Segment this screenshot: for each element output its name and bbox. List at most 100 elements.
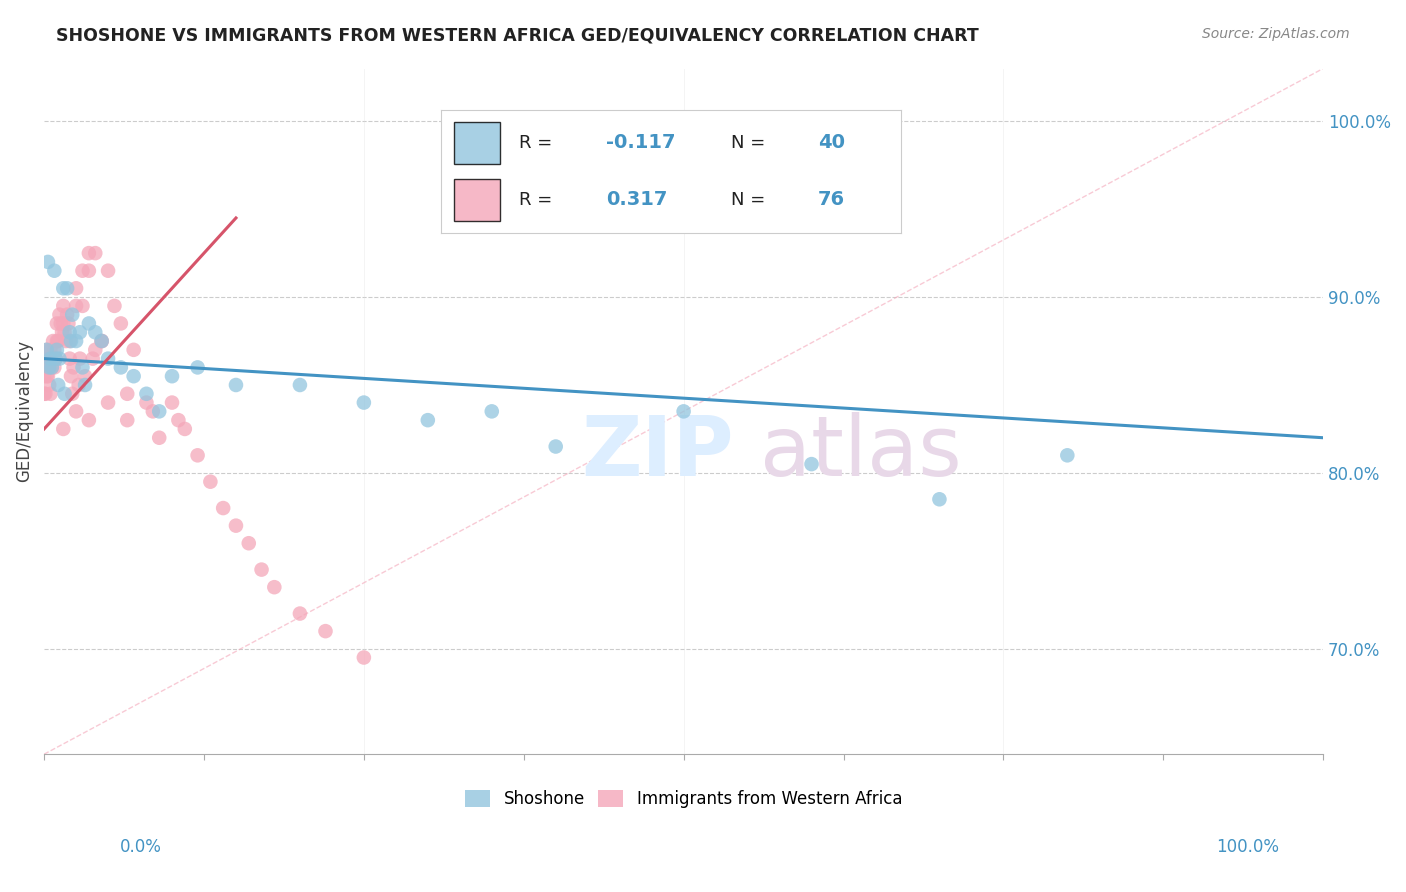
Immigrants from Western Africa xyxy=(51,325,73,339)
Immigrants from Western Africa xyxy=(315,624,337,639)
Shoshone xyxy=(90,334,112,348)
Immigrants from Western Africa xyxy=(122,343,145,357)
Immigrants from Western Africa xyxy=(56,308,79,322)
Immigrants from Western Africa xyxy=(45,317,67,331)
Immigrants from Western Africa xyxy=(39,343,62,357)
Immigrants from Western Africa xyxy=(45,334,67,348)
Shoshone xyxy=(481,404,503,418)
Immigrants from Western Africa xyxy=(59,351,82,366)
Shoshone xyxy=(45,351,67,366)
Immigrants from Western Africa xyxy=(34,386,56,401)
Shoshone xyxy=(35,343,58,357)
Text: ZIP: ZIP xyxy=(581,412,734,493)
Shoshone xyxy=(59,334,82,348)
Text: atlas: atlas xyxy=(761,412,962,493)
Immigrants from Western Africa xyxy=(39,351,62,366)
Immigrants from Western Africa xyxy=(32,369,55,384)
Immigrants from Western Africa xyxy=(44,360,66,375)
Shoshone xyxy=(160,369,183,384)
Shoshone xyxy=(44,263,66,277)
Immigrants from Western Africa xyxy=(48,308,70,322)
Immigrants from Western Africa xyxy=(238,536,260,550)
Immigrants from Western Africa xyxy=(250,563,273,577)
Shoshone xyxy=(60,308,83,322)
Immigrants from Western Africa xyxy=(84,343,107,357)
Shoshone xyxy=(288,378,311,392)
Immigrants from Western Africa xyxy=(225,518,247,533)
Immigrants from Western Africa xyxy=(59,334,82,348)
Shoshone xyxy=(53,386,76,401)
Shoshone xyxy=(65,334,87,348)
Shoshone xyxy=(800,457,823,471)
Immigrants from Western Africa xyxy=(67,378,90,392)
Shoshone xyxy=(39,351,62,366)
Immigrants from Western Africa xyxy=(263,580,285,594)
Shoshone xyxy=(73,378,96,392)
Immigrants from Western Africa xyxy=(117,413,139,427)
Immigrants from Western Africa xyxy=(73,369,96,384)
Immigrants from Western Africa xyxy=(37,351,59,366)
Immigrants from Western Africa xyxy=(52,317,75,331)
Immigrants from Western Africa xyxy=(42,334,65,348)
Immigrants from Western Africa xyxy=(62,360,84,375)
Shoshone xyxy=(48,351,70,366)
Shoshone xyxy=(928,492,950,507)
Shoshone xyxy=(122,369,145,384)
Immigrants from Western Africa xyxy=(173,422,195,436)
Shoshone xyxy=(416,413,439,427)
Shoshone xyxy=(1056,448,1078,462)
Immigrants from Western Africa xyxy=(97,263,120,277)
Immigrants from Western Africa xyxy=(32,386,55,401)
Immigrants from Western Africa xyxy=(38,378,60,392)
Y-axis label: GED/Equivalency: GED/Equivalency xyxy=(15,341,32,483)
Shoshone xyxy=(84,325,107,339)
Shoshone xyxy=(148,404,170,418)
Immigrants from Western Africa xyxy=(34,360,56,375)
Shoshone xyxy=(353,395,375,409)
Immigrants from Western Africa xyxy=(77,246,100,260)
Immigrants from Western Africa xyxy=(46,334,69,348)
Immigrants from Western Africa xyxy=(77,263,100,277)
Shoshone xyxy=(38,360,60,375)
Legend: Shoshone, Immigrants from Western Africa: Shoshone, Immigrants from Western Africa xyxy=(458,783,908,814)
Immigrants from Western Africa xyxy=(97,395,120,409)
Shoshone xyxy=(110,360,132,375)
Shoshone xyxy=(56,281,79,295)
Text: Source: ZipAtlas.com: Source: ZipAtlas.com xyxy=(1202,27,1350,41)
Immigrants from Western Africa xyxy=(90,334,112,348)
Immigrants from Western Africa xyxy=(90,334,112,348)
Shoshone xyxy=(52,281,75,295)
Immigrants from Western Africa xyxy=(212,501,235,516)
Immigrants from Western Africa xyxy=(52,422,75,436)
Shoshone xyxy=(97,351,120,366)
Immigrants from Western Africa xyxy=(52,299,75,313)
Shoshone xyxy=(77,317,100,331)
Immigrants from Western Africa xyxy=(41,360,63,375)
Immigrants from Western Africa xyxy=(59,369,82,384)
Text: 0.0%: 0.0% xyxy=(120,838,162,856)
Shoshone xyxy=(69,325,91,339)
Immigrants from Western Africa xyxy=(103,299,125,313)
Shoshone xyxy=(135,386,157,401)
Immigrants from Western Africa xyxy=(65,281,87,295)
Immigrants from Western Africa xyxy=(38,360,60,375)
Shoshone xyxy=(187,360,209,375)
Immigrants from Western Africa xyxy=(148,431,170,445)
Immigrants from Western Africa xyxy=(55,334,77,348)
Immigrants from Western Africa xyxy=(44,343,66,357)
Immigrants from Western Africa xyxy=(65,404,87,418)
Immigrants from Western Africa xyxy=(37,369,59,384)
Text: 100.0%: 100.0% xyxy=(1216,838,1279,856)
Immigrants from Western Africa xyxy=(53,325,76,339)
Immigrants from Western Africa xyxy=(167,413,190,427)
Immigrants from Western Africa xyxy=(69,351,91,366)
Immigrants from Western Africa xyxy=(58,317,80,331)
Immigrants from Western Africa xyxy=(49,317,72,331)
Text: SHOSHONE VS IMMIGRANTS FROM WESTERN AFRICA GED/EQUIVALENCY CORRELATION CHART: SHOSHONE VS IMMIGRANTS FROM WESTERN AFRI… xyxy=(56,27,979,45)
Immigrants from Western Africa xyxy=(353,650,375,665)
Immigrants from Western Africa xyxy=(288,607,311,621)
Shoshone xyxy=(37,255,59,269)
Immigrants from Western Africa xyxy=(35,369,58,384)
Immigrants from Western Africa xyxy=(142,404,165,418)
Immigrants from Western Africa xyxy=(110,317,132,331)
